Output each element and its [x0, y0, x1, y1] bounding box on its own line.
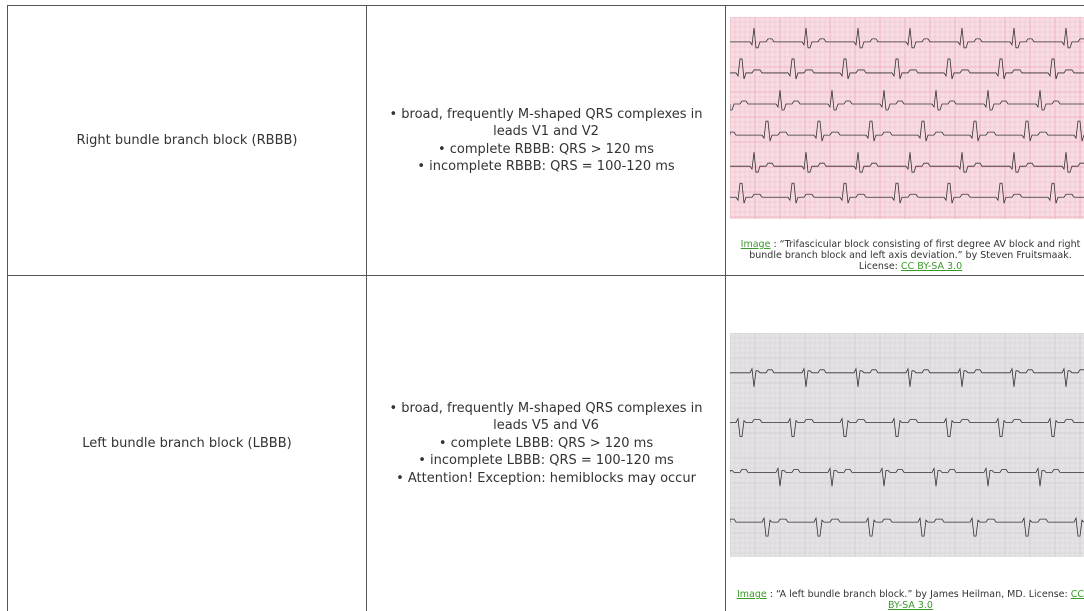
feature: • broad, frequently M-shaped QRS complex… [371, 106, 721, 141]
image-cell: Image : “A left bundle branch block.” by… [725, 275, 1084, 611]
condition-cell: Right bundle branch block (RBBB) [7, 5, 366, 275]
feature: • incomplete RBBB: QRS = 100-120 ms [417, 158, 674, 176]
ecg-image [730, 17, 1084, 219]
image-caption: Image : “A left bundle branch block.” by… [730, 589, 1084, 611]
ecg-image [730, 333, 1084, 557]
features-cell: • broad, frequently M-shaped QRS complex… [366, 5, 725, 275]
feature: • complete LBBB: QRS > 120 ms [439, 435, 653, 453]
feature: • incomplete LBBB: QRS = 100-120 ms [418, 452, 674, 470]
page: Right bundle branch block (RBBB) • broad… [0, 0, 1084, 611]
license-link[interactable]: CC BY-SA 3.0 [901, 261, 962, 272]
ecg-part [730, 333, 1084, 557]
features-cell: • broad, frequently M-shaped QRS complex… [366, 275, 725, 611]
feature: • complete RBBB: QRS > 120 ms [438, 141, 654, 159]
feature: • broad, frequently M-shaped QRS complex… [371, 400, 721, 435]
image-cell: Image : “Trifascicular block consisting … [725, 5, 1084, 275]
ecg-part [730, 17, 1084, 219]
caption-text: : “A left bundle branch block.” by James… [770, 589, 1068, 600]
condition: Right bundle branch block (RBBB) [77, 133, 298, 148]
image-link[interactable]: Image [741, 239, 771, 250]
condition-cell: Left bundle branch block (LBBB) [7, 275, 366, 611]
condition: Left bundle branch block (LBBB) [82, 436, 291, 451]
feature: • Attention! Exception: hemiblocks may o… [396, 470, 696, 488]
image-link[interactable]: Image [737, 589, 767, 600]
image-caption: Image : “Trifascicular block consisting … [730, 239, 1084, 272]
